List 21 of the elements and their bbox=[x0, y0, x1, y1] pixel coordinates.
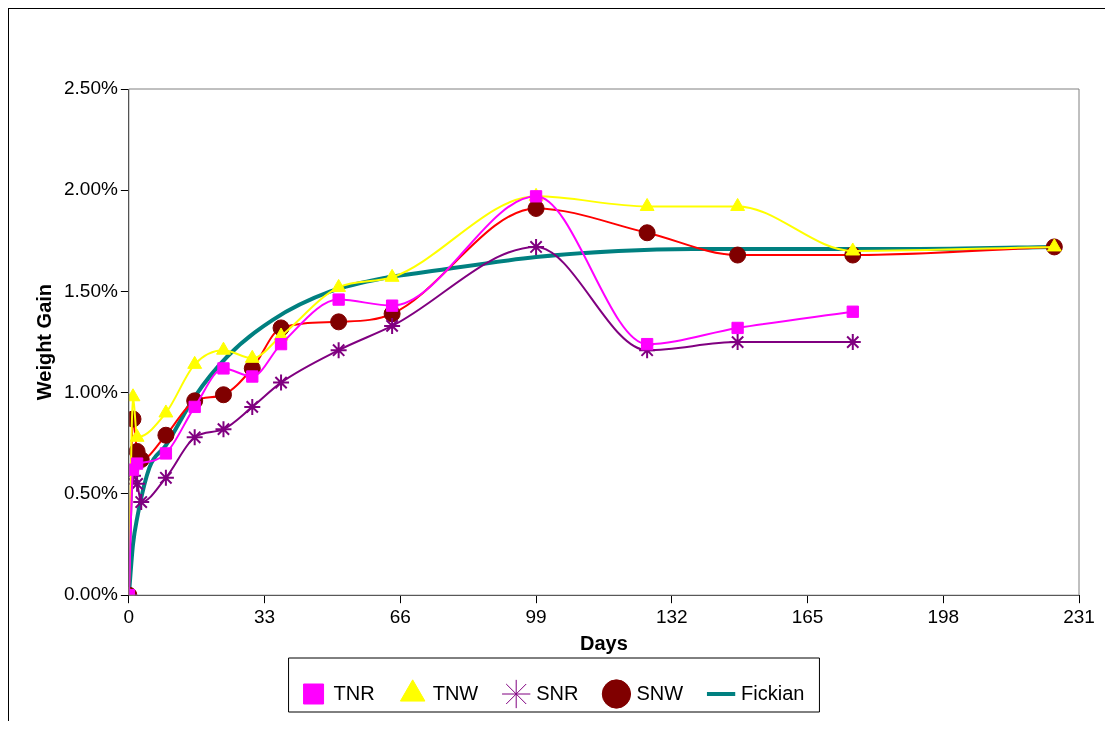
y-tick-label: 0.50% bbox=[64, 482, 118, 504]
y-tick-label: 1.00% bbox=[64, 380, 118, 402]
x-tick-label: 198 bbox=[927, 605, 960, 627]
x-tick-label: 99 bbox=[525, 605, 547, 627]
y-axis-title: Weight Gain bbox=[32, 283, 55, 401]
x-tick-label: 165 bbox=[791, 605, 824, 627]
x-axis-title: Days bbox=[580, 631, 628, 654]
legend-label: TNW bbox=[432, 681, 479, 704]
legend-label: TNR bbox=[333, 681, 375, 704]
y-tick-label: 0.00% bbox=[64, 583, 118, 605]
x-tick-label: 66 bbox=[389, 605, 411, 627]
legend-label: Fickian bbox=[741, 681, 805, 704]
legend-label: SNR bbox=[536, 681, 579, 704]
y-tick-label: 2.50% bbox=[64, 77, 118, 99]
x-tick-label: 132 bbox=[655, 605, 688, 627]
y-tick-label: 2.00% bbox=[64, 178, 118, 200]
x-tick-label: 0 bbox=[123, 605, 135, 627]
x-tick-label: 231 bbox=[1063, 605, 1095, 627]
x-tick-label: 33 bbox=[254, 605, 276, 627]
y-tick-label: 1.50% bbox=[64, 279, 118, 301]
legend-label: SNW bbox=[636, 681, 684, 704]
